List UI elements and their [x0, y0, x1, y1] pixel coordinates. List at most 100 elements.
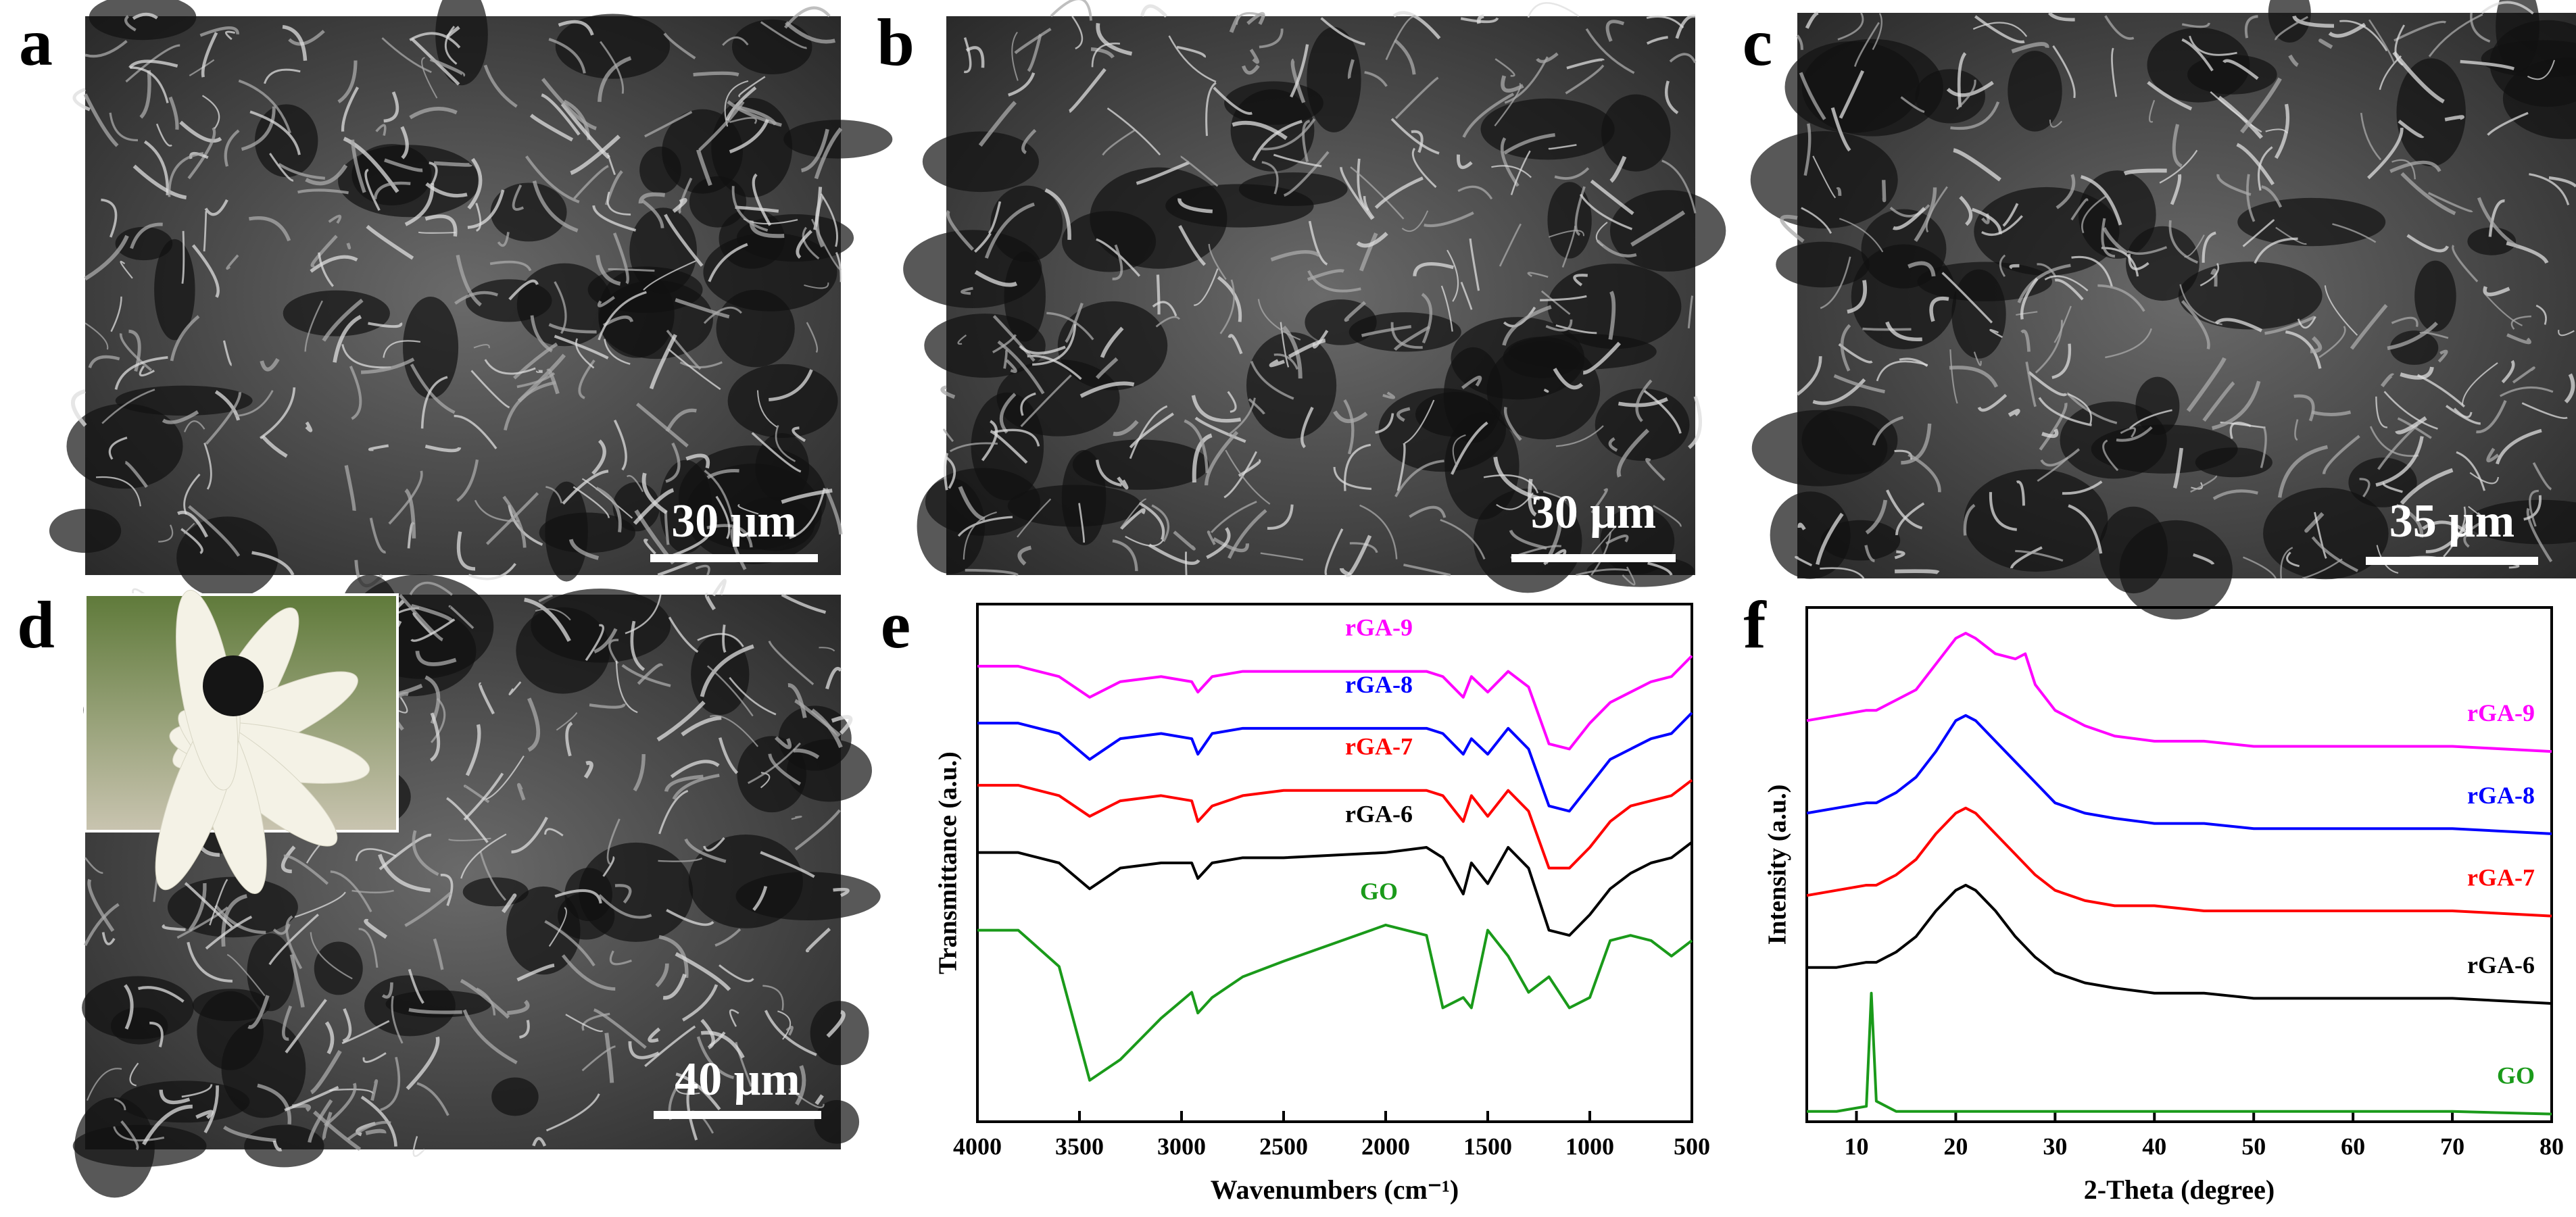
sheet-edge [263, 68, 301, 84]
pore [545, 481, 588, 582]
sheet-edge [735, 205, 779, 213]
sheet-edge [703, 837, 725, 852]
sheet-edge [179, 120, 222, 143]
sheet-edge [201, 32, 218, 78]
sheet-edge [456, 459, 479, 502]
series-line [1806, 806, 2552, 918]
sheet-edge [473, 344, 490, 349]
sheet-edge [283, 854, 329, 885]
pore [1061, 449, 1107, 546]
sheet-edge [2529, 173, 2570, 205]
sheet-edge [554, 334, 609, 359]
sheet-edge [2280, 547, 2293, 579]
sheet-edge [288, 30, 325, 46]
sheet-edge [638, 192, 666, 204]
sheet-edge [2444, 115, 2464, 122]
sheet-edge [114, 1098, 126, 1111]
pore [731, 19, 812, 75]
sheet-edge [596, 487, 622, 532]
pore [2396, 58, 2466, 167]
sheet-edge [199, 26, 239, 37]
sheet-edge [483, 64, 518, 108]
sheet-edge [1665, 80, 1679, 115]
sheet-edge [2246, 174, 2256, 222]
sheet-edge [1107, 107, 1161, 156]
sheet-edge [1889, 204, 1930, 218]
sheet-edge [532, 180, 579, 232]
sheet-edge [1113, 420, 1139, 437]
sheet-edge [545, 1093, 600, 1132]
sheet-edge [1618, 397, 1668, 407]
sheet-edge [548, 37, 586, 74]
sheet-edge [1364, 71, 1388, 87]
sheet-edge [412, 830, 439, 876]
sheet-edge [516, 372, 556, 389]
sheet-edge [697, 632, 744, 647]
pore [154, 239, 195, 341]
sem-image [903, 0, 1726, 593]
sheet-edge [1120, 508, 1146, 530]
pore [783, 120, 893, 159]
pore [1964, 469, 2108, 572]
sheet-edge [247, 995, 270, 1029]
sheet-edge [2529, 489, 2539, 527]
sheet-edge [408, 1008, 462, 1014]
pore [691, 634, 750, 716]
sheet-edge [1238, 459, 1261, 477]
sheet-edge [769, 369, 813, 401]
sheet-edge [1605, 20, 1625, 42]
sheet-edge [310, 1049, 342, 1095]
sheet-edge [1343, 399, 1355, 455]
sheet-edge [762, 985, 784, 1011]
sheet-edge [596, 255, 621, 286]
sheet-edge [644, 1025, 696, 1068]
sheet-edge [2485, 294, 2523, 326]
sheet-edge [101, 932, 116, 945]
sheet-edge [729, 119, 769, 154]
sheet-edge [2452, 245, 2479, 282]
sheet-edge [2512, 366, 2535, 384]
sheet-edge [2028, 371, 2068, 397]
sheet-edge [463, 772, 504, 821]
sheet-edge [573, 486, 610, 518]
sheet-edge [1780, 214, 1805, 243]
scale-bar-label: 30 μm [1531, 487, 1657, 539]
sheet-edge [1180, 155, 1219, 187]
sheet-edge [444, 26, 458, 65]
series-line [977, 778, 1693, 870]
sheet-edge [72, 87, 91, 111]
sheet-edge [706, 665, 754, 717]
sheet-edge [1645, 457, 1666, 481]
sheet-edge [420, 376, 448, 429]
sheet-edge [719, 964, 754, 983]
sheet-edge [2068, 393, 2092, 424]
sheet-edge [2274, 103, 2290, 159]
sheet-edge [1854, 22, 1880, 67]
sheet-edge [802, 226, 820, 259]
x-tick-label: 40 [2142, 1133, 2166, 1160]
sheet-edge [226, 254, 239, 270]
sheet-edge [1585, 28, 1635, 74]
sheet-edge [672, 773, 720, 800]
sheet-edge [322, 299, 364, 342]
sheet-edge [429, 162, 438, 186]
sheet-edge [2202, 381, 2235, 422]
sheet-edge [696, 1036, 735, 1079]
sheet-edge [2172, 447, 2183, 489]
series-line [1806, 632, 2552, 753]
sheet-edge [1590, 488, 1608, 514]
sheet-edge [1540, 290, 1571, 316]
sheet-edge [446, 797, 489, 843]
sheet-edge [2463, 522, 2480, 548]
plot-frame [976, 603, 1693, 1123]
sheet-edge [1280, 322, 1290, 368]
sheet-edge [485, 492, 539, 545]
sheet-edge [593, 628, 618, 653]
y-axis-label: Intensity (a.u.) [1764, 785, 1792, 945]
panel-label: a [19, 5, 53, 80]
sheet-edge [2427, 192, 2474, 213]
sheet-edge [1027, 34, 1042, 72]
sheet-edge [1136, 161, 1190, 185]
sheet-edge [168, 152, 204, 197]
sheet-edge [209, 878, 228, 926]
